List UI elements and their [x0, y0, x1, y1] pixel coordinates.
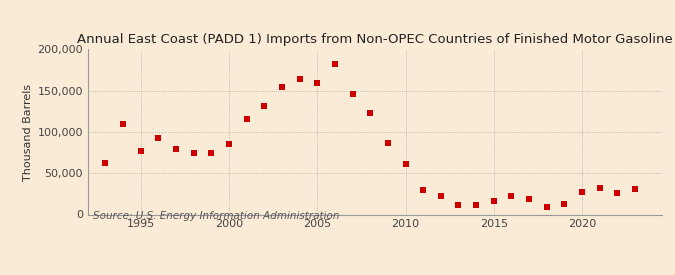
Point — [612, 191, 623, 195]
Point — [630, 187, 641, 191]
Point — [241, 117, 252, 121]
Point — [347, 92, 358, 96]
Point — [312, 81, 323, 86]
Point — [117, 122, 128, 126]
Point — [400, 162, 411, 166]
Point — [594, 186, 605, 190]
Point — [435, 193, 446, 198]
Point — [383, 141, 394, 145]
Point — [206, 151, 217, 156]
Title: Annual East Coast (PADD 1) Imports from Non-OPEC Countries of Finished Motor Gas: Annual East Coast (PADD 1) Imports from … — [77, 32, 672, 46]
Point — [576, 190, 587, 194]
Point — [559, 202, 570, 206]
Point — [294, 77, 305, 81]
Point — [364, 111, 375, 115]
Point — [100, 160, 111, 165]
Point — [223, 141, 234, 146]
Point — [277, 85, 288, 90]
Point — [470, 202, 481, 207]
Point — [135, 149, 146, 153]
Point — [329, 61, 340, 66]
Y-axis label: Thousand Barrels: Thousand Barrels — [23, 83, 33, 181]
Point — [524, 197, 535, 201]
Point — [418, 188, 429, 192]
Point — [153, 136, 164, 140]
Text: Source: U.S. Energy Information Administration: Source: U.S. Energy Information Administ… — [93, 211, 340, 221]
Point — [259, 104, 270, 109]
Point — [453, 202, 464, 207]
Point — [489, 199, 500, 204]
Point — [188, 150, 199, 155]
Point — [541, 205, 552, 209]
Point — [171, 146, 182, 151]
Point — [506, 194, 517, 199]
